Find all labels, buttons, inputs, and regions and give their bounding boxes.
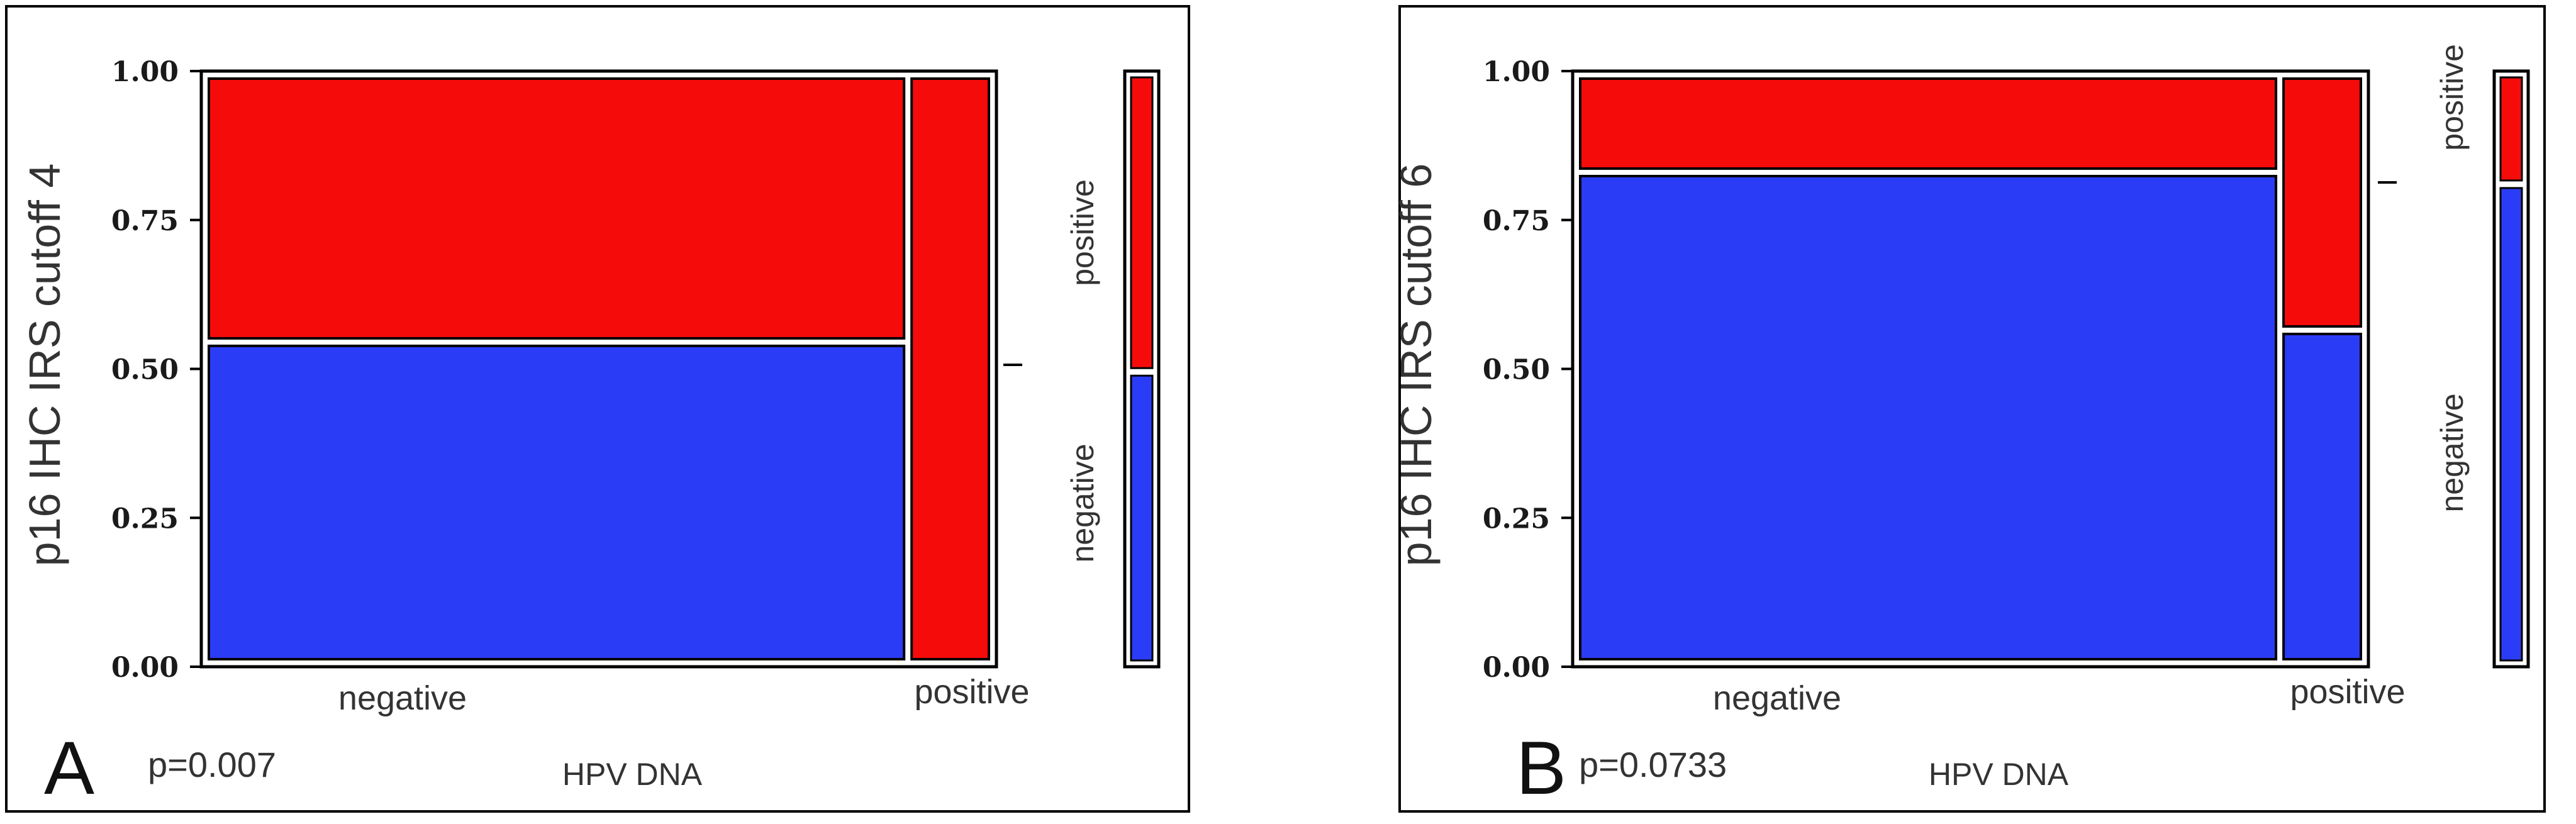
x-axis-label: HPV DNA xyxy=(1929,757,2069,792)
y-tick-label: 0.50 xyxy=(111,354,179,386)
x-tick-label: negative xyxy=(1713,679,1841,717)
panel-frame xyxy=(1398,5,2546,813)
mosaic-cell-negative-positive xyxy=(1579,77,2278,170)
y-tick-label: 0.00 xyxy=(111,652,179,684)
y-tick-label: 0.50 xyxy=(1483,354,1550,386)
panel-b: negative positive 0.00 0.25 0.50 0.75 1.00 p16 … xyxy=(1391,5,2546,813)
y-tick-label: 0.75 xyxy=(111,205,179,237)
marginal-segment-negative xyxy=(2499,187,2523,662)
marginal-segment-negative xyxy=(1130,374,1154,662)
y-tick-label: 1.00 xyxy=(1483,56,1550,88)
panel-frame xyxy=(5,5,1190,813)
mosaic-cell-positive-negative xyxy=(2282,332,2363,660)
mosaic-cell-positive-positive xyxy=(910,77,990,660)
x-axis-label: HPV DNA xyxy=(562,757,703,792)
mosaic-cell-positive-positive xyxy=(2282,77,2363,328)
marginal-segment-positive xyxy=(1130,76,1154,369)
marginal-segment-positive xyxy=(2499,76,2523,182)
y-tick-label: 0.25 xyxy=(1483,503,1550,535)
y-tick-label: 0.00 xyxy=(1483,652,1550,684)
y-tick-label: 0.25 xyxy=(111,503,179,535)
marginal-label-positive: positive xyxy=(1065,179,1100,286)
marginal-label-positive: positive xyxy=(2434,44,2470,151)
mosaic-cell-negative-positive xyxy=(208,77,906,340)
x-tick-label: positive xyxy=(914,673,1029,711)
panel-letter: B xyxy=(1516,726,1566,810)
marginal-label-negative: negative xyxy=(1065,443,1100,562)
y-tick-label: 0.75 xyxy=(1483,205,1550,237)
y-tick-label: 1.00 xyxy=(111,56,179,88)
panel-a: negative positive 0.00 0.25 0.50 0.75 1.00 p16 … xyxy=(5,5,1190,813)
x-tick-label: negative xyxy=(338,679,467,717)
p-value-label: p=0.007 xyxy=(148,745,276,784)
mosaic-cell-negative-negative xyxy=(208,344,906,660)
p-value-label: p=0.0733 xyxy=(1579,745,1727,784)
y-axis-label: p16 IHC IRS cutoff 4 xyxy=(20,164,69,567)
panel-letter: A xyxy=(44,726,94,810)
x-tick-label: positive xyxy=(2290,673,2405,711)
mosaic-cell-negative-negative xyxy=(1579,174,2278,660)
y-axis-label: p16 IHC IRS cutoff 6 xyxy=(1391,164,1441,567)
marginal-label-negative: negative xyxy=(2434,393,2470,512)
